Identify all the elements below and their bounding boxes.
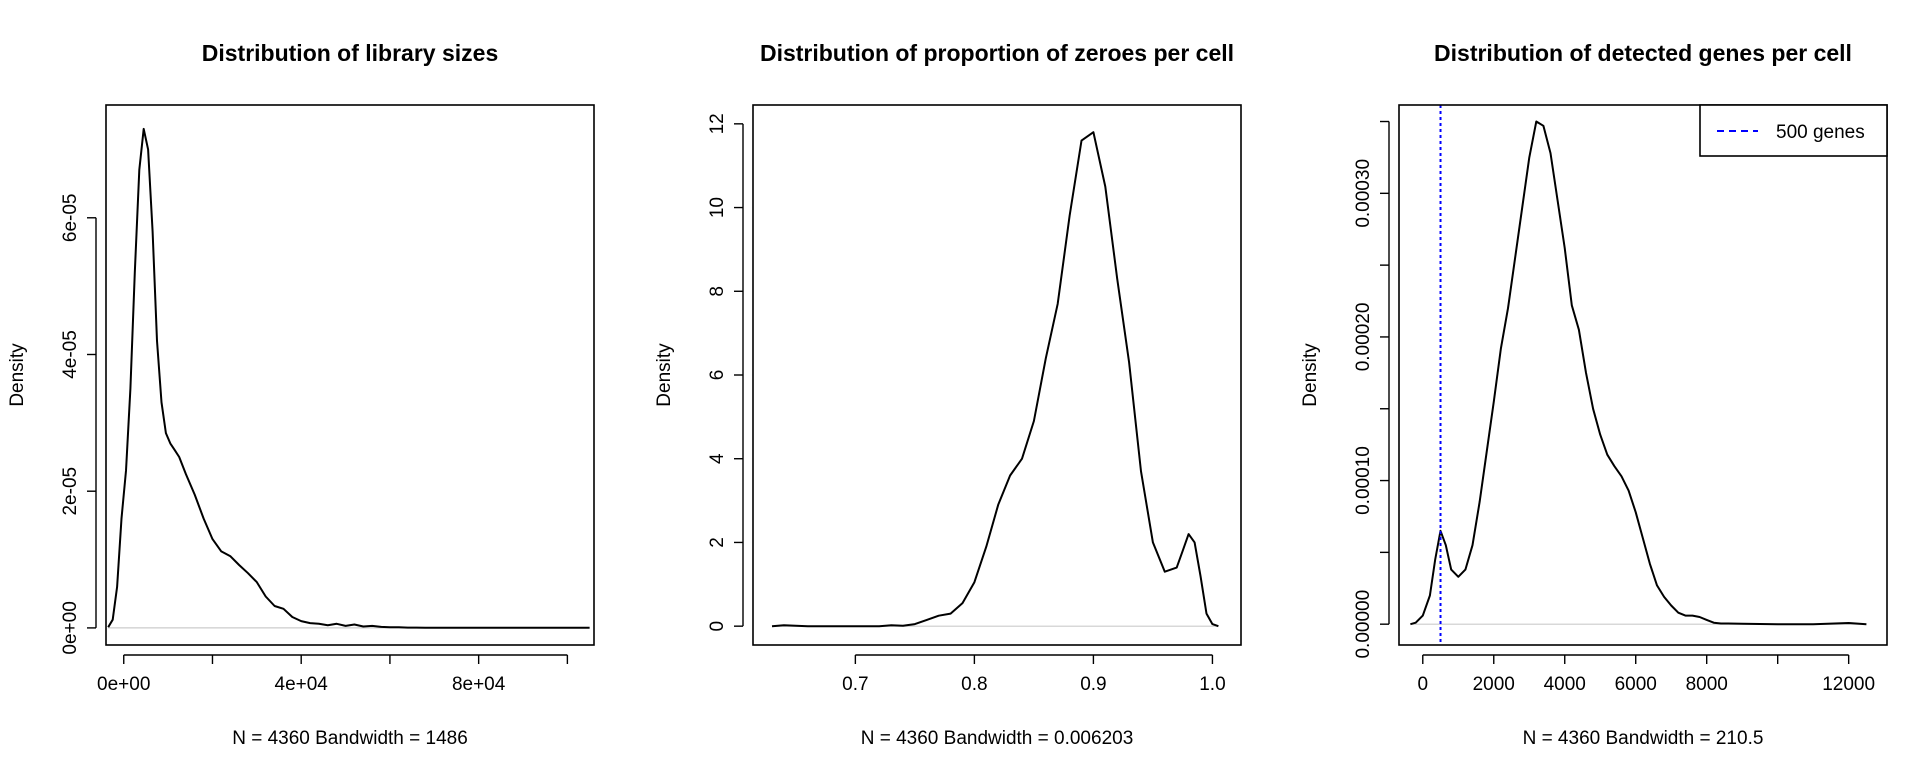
y-tick-label: 2 (707, 537, 728, 548)
y-tick-label: 6 (707, 370, 728, 381)
x-tick-label: 4e+04 (275, 674, 329, 695)
y-axis-label: Density (654, 343, 675, 407)
y-tick-label: 8 (707, 286, 728, 297)
plot-frame (752, 104, 1242, 646)
y-axis-label: Density (7, 343, 28, 407)
y-tick-label: 6e-05 (60, 193, 81, 242)
panel-zero-proportion: Distribution of proportion of zeroes per… (654, 40, 1242, 749)
density-curve (771, 131, 1219, 628)
x-tick-label: 1.0 (1199, 674, 1225, 695)
y-tick-label: 0 (707, 621, 728, 632)
density-curve (107, 127, 590, 629)
x-tick-label: 0e+00 (97, 674, 150, 695)
y-tick-label: 0e+00 (60, 601, 81, 654)
y-tick-label: 2e-05 (60, 467, 81, 516)
plot-frame (105, 104, 595, 646)
plot-frame (1398, 104, 1888, 646)
y-tick-label: 12 (707, 113, 728, 134)
x-tick-label: 0.9 (1080, 674, 1106, 695)
y-tick-label: 0.00020 (1353, 303, 1374, 372)
y-tick-label: 4e-05 (60, 330, 81, 379)
panel-library-sizes: Distribution of library sizes N = 4360 B… (7, 40, 595, 749)
x-axis-label: N = 4360 Bandwidth = 0.006203 (861, 728, 1134, 749)
x-ticks: 0.7 0.8 0.9 1.0 (842, 654, 1226, 695)
series-layer (1410, 120, 1867, 626)
legend: 500 genes (1699, 104, 1888, 157)
x-tick-label: 6000 (1615, 674, 1657, 695)
x-axis-label: N = 4360 Bandwidth = 1486 (232, 728, 468, 749)
y-ticks: 0.00000 0.00010 0.00020 0.00030 (1353, 120, 1390, 659)
x-tick-label: 4000 (1544, 674, 1586, 695)
x-tick-label: 8000 (1686, 674, 1728, 695)
chart-title: Distribution of detected genes per cell (1434, 40, 1852, 66)
x-ticks: 0 2000 4000 6000 8000 12000 (1417, 654, 1875, 695)
chart-title: Distribution of library sizes (202, 40, 499, 66)
x-tick-label: 0.8 (961, 674, 987, 695)
x-tick-label: 0 (1417, 674, 1428, 695)
x-ticks: 0e+00 4e+04 8e+04 (97, 654, 569, 695)
panel-detected-genes: Distribution of detected genes per cell … (1300, 40, 1888, 749)
y-tick-label: 0.00000 (1353, 590, 1374, 659)
y-ticks: 0 2 4 6 8 10 12 (707, 113, 744, 632)
x-tick-label: 12000 (1822, 674, 1875, 695)
y-ticks: 0e+00 2e-05 4e-05 6e-05 (60, 193, 97, 655)
legend-entry-label: 500 genes (1776, 122, 1865, 143)
x-axis-label: N = 4360 Bandwidth = 210.5 (1523, 728, 1764, 749)
series-layer (107, 127, 590, 629)
y-tick-label: 0.00030 (1353, 159, 1374, 228)
density-curve (1410, 120, 1867, 626)
y-tick-label: 0.00010 (1353, 446, 1374, 515)
chart-title: Distribution of proportion of zeroes per… (760, 40, 1234, 66)
series-layer (771, 131, 1219, 628)
x-tick-label: 0.7 (842, 674, 868, 695)
y-tick-label: 10 (707, 197, 728, 218)
y-axis-label: Density (1300, 343, 1321, 407)
y-tick-label: 4 (707, 453, 728, 464)
x-tick-label: 2000 (1473, 674, 1515, 695)
x-tick-label: 8e+04 (452, 674, 506, 695)
